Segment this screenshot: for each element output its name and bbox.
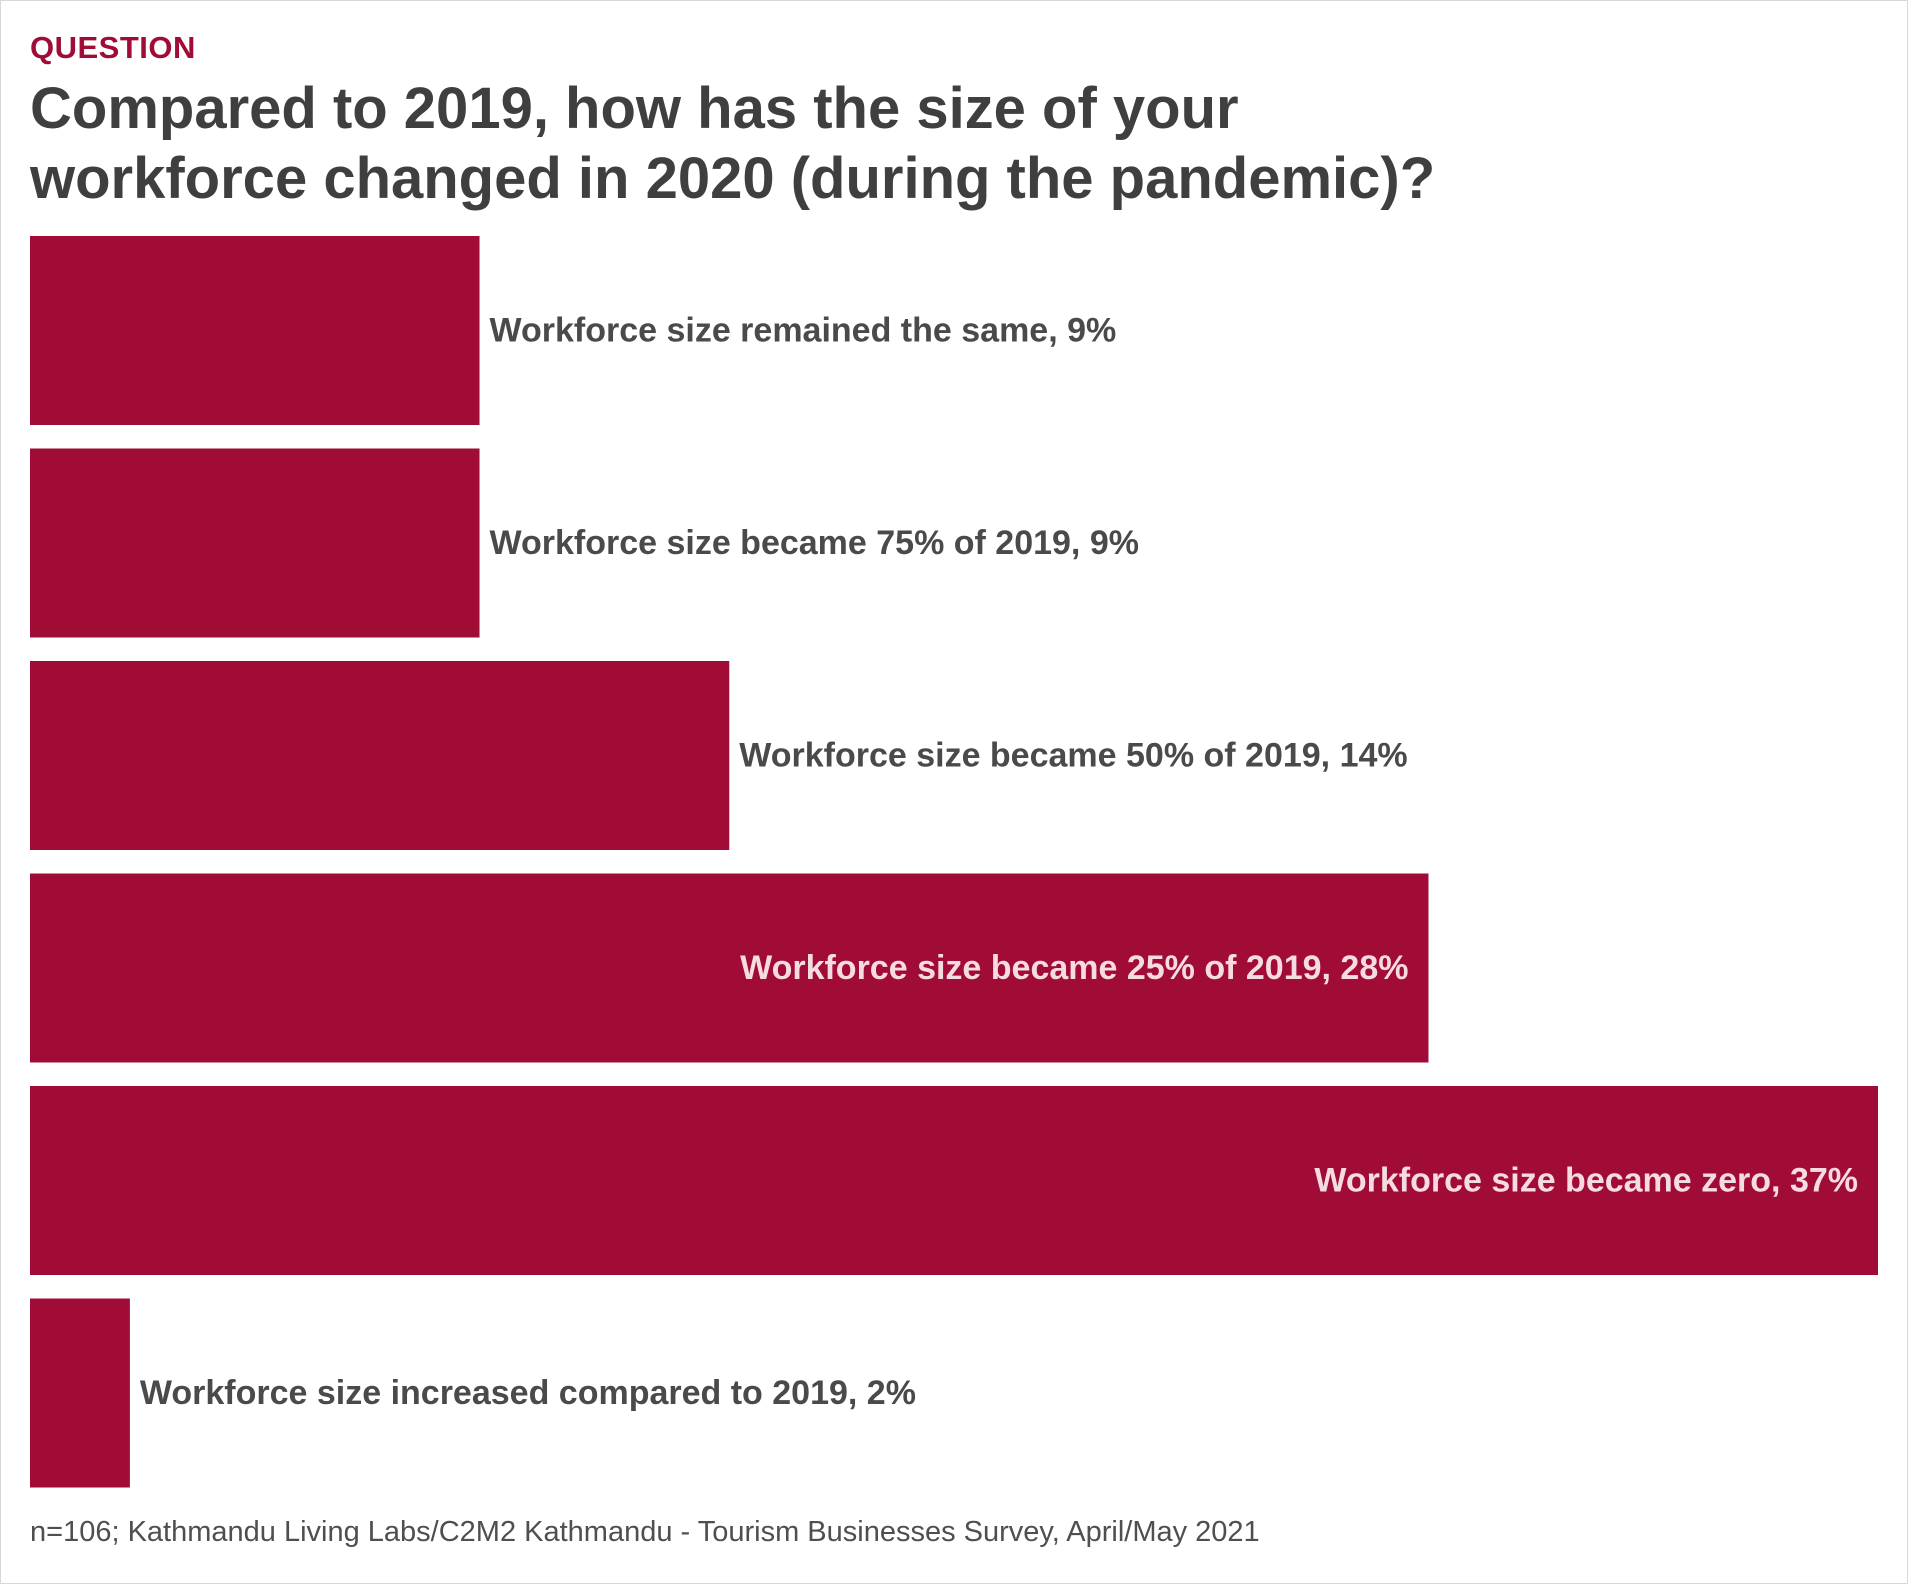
- bar-label-2: Workforce size became 75% of 2019, 9%: [490, 524, 1139, 562]
- source-footnote: n=106; Kathmandu Living Labs/C2M2 Kathma…: [30, 1516, 1260, 1548]
- bar-label-6: Workforce size increased compared to 201…: [140, 1374, 916, 1412]
- bar-1: [30, 236, 480, 425]
- bar-5: [30, 1086, 1878, 1275]
- chart-title: Compared to 2019, how has the size of yo…: [30, 76, 1436, 211]
- bar-label-1: Workforce size remained the same, 9%: [490, 312, 1117, 350]
- bar-4: [30, 873, 1429, 1063]
- bar-2: [30, 448, 480, 638]
- bar-label-3: Workforce size became 50% of 2019, 14%: [739, 737, 1407, 775]
- question-eyebrow: QUESTION: [30, 30, 196, 65]
- bar-label-4: Workforce size became 25% of 2019, 28%: [740, 949, 1408, 987]
- bar-label-5: Workforce size became zero, 37%: [1314, 1162, 1858, 1200]
- bar-6: [30, 1298, 130, 1488]
- bar-3: [30, 661, 730, 850]
